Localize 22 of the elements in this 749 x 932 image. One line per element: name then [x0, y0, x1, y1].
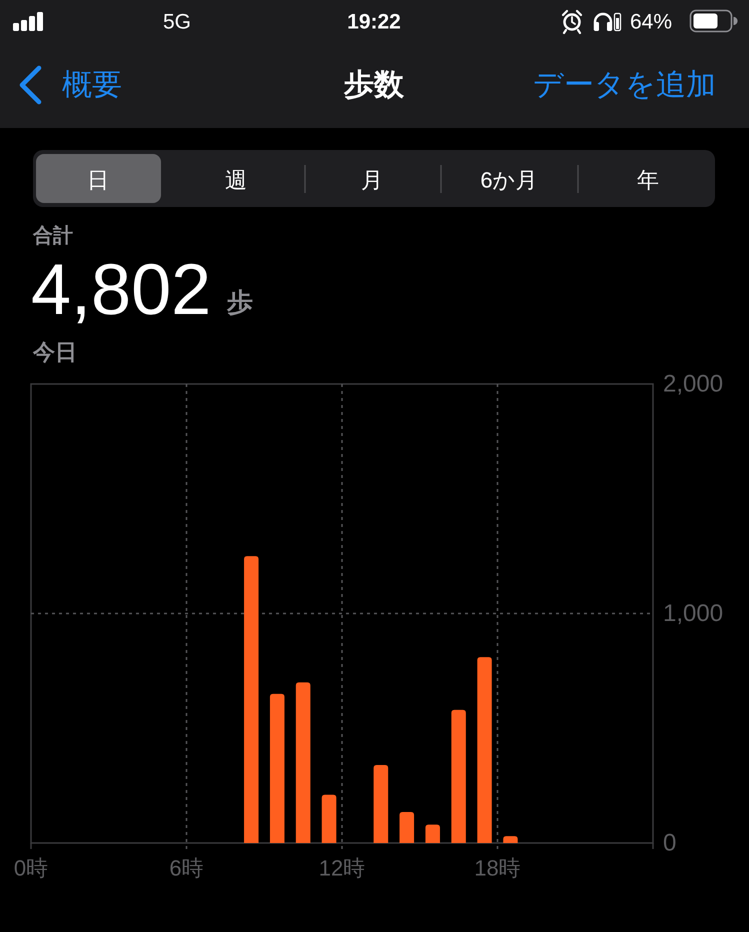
text: 日	[87, 168, 109, 192]
text: 年	[637, 168, 659, 192]
text: 64%	[630, 10, 672, 34]
x-tick-label: 0時	[14, 856, 48, 880]
text: 6か月	[480, 168, 538, 192]
x-tick-label: 12時	[318, 856, 366, 880]
text: 19:22	[347, 10, 401, 34]
text: 5G	[163, 10, 192, 34]
y-tick-label: 1,000	[663, 600, 724, 627]
text: 4,802	[31, 250, 212, 330]
text: 歩	[226, 287, 253, 317]
y-tick-label: 0	[663, 830, 676, 856]
text: 今日	[32, 340, 77, 364]
text: 概要	[62, 68, 122, 102]
x-tick-label: 6時	[169, 856, 204, 880]
text: 週	[225, 168, 247, 192]
x-tick-label: 18時	[474, 856, 521, 880]
text: 合計	[32, 224, 73, 247]
chart-title: 歩数	[343, 68, 405, 102]
text: データを追加	[533, 68, 716, 102]
text: 月	[361, 168, 383, 192]
y-tick-label: 2,000	[663, 370, 724, 398]
